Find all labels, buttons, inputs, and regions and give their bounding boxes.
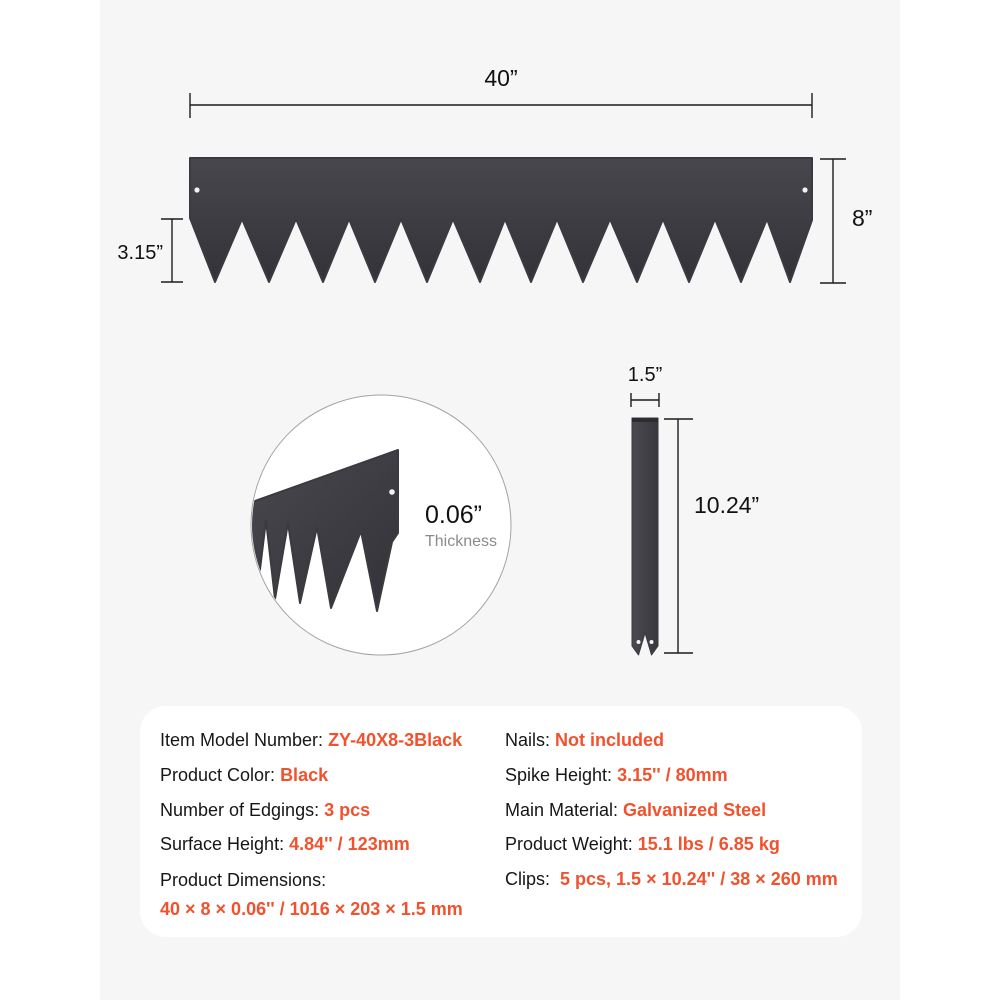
width-dimension-label: 40”: [484, 65, 517, 91]
clip-strip: [631, 417, 659, 656]
thickness-value: 0.06”: [425, 501, 482, 529]
clip-width-label: 1.5”: [628, 364, 662, 386]
clip-height-label: 10.24”: [694, 492, 759, 518]
thickness-detail-circle: 0.06” Thickness: [250, 394, 512, 656]
clip-width-dimension: [630, 393, 660, 407]
spec-row-color: Product Color: Black: [160, 764, 329, 785]
nail-hole-detail: [389, 489, 395, 495]
edging-height-dimension: [820, 158, 846, 284]
clip-hole-left: [636, 640, 641, 644]
clip-height-dimension: [664, 418, 693, 654]
spec-column-left: Item Model Number: ZY-40X8-3Black Produc…: [160, 723, 463, 928]
width-dimension: [189, 93, 813, 118]
spec-row-nails: Nails: Not included: [505, 730, 665, 750]
spec-row-model: Item Model Number: ZY-40X8-3Black: [160, 730, 463, 750]
spec-panel: Item Model Number: ZY-40X8-3Black Produc…: [140, 706, 862, 937]
spec-row-surface-height: Surface Height: 4.84'' / 123mm: [160, 834, 410, 855]
edging-silhouette: [189, 157, 813, 283]
spec-row-product-dimensions: Product Dimensions: 40 × 8 × 0.06'' / 101…: [160, 870, 463, 920]
nail-hole-left: [194, 187, 200, 193]
edging-corner-perspective: [252, 449, 399, 612]
spec-row-edgings-count: Number of Edgings: 3 pcs: [160, 799, 371, 820]
dimension-diagram: 40” 3.15” 8” 0.06”: [117, 65, 872, 656]
spec-row-weight: Product Weight: 15.1 lbs / 6.85 kg: [505, 834, 780, 855]
spec-column-right: Nails: Not included Spike Height: 3.15''…: [505, 723, 838, 897]
spike-height-label: 3.15”: [117, 242, 163, 264]
spike-height-dimension: [161, 218, 183, 283]
spec-row-clips: Clips: 5 pcs, 1.5 × 10.24'' / 38 × 260 m…: [505, 869, 838, 890]
spec-row-spike-height: Spike Height: 3.15'' / 80mm: [505, 764, 728, 785]
edging-height-label: 8”: [852, 205, 872, 231]
thickness-caption: Thickness: [425, 533, 497, 550]
nail-hole-right: [802, 187, 808, 193]
spec-row-material: Main Material: Galvanized Steel: [505, 799, 767, 820]
clip-hole-right: [649, 640, 654, 644]
